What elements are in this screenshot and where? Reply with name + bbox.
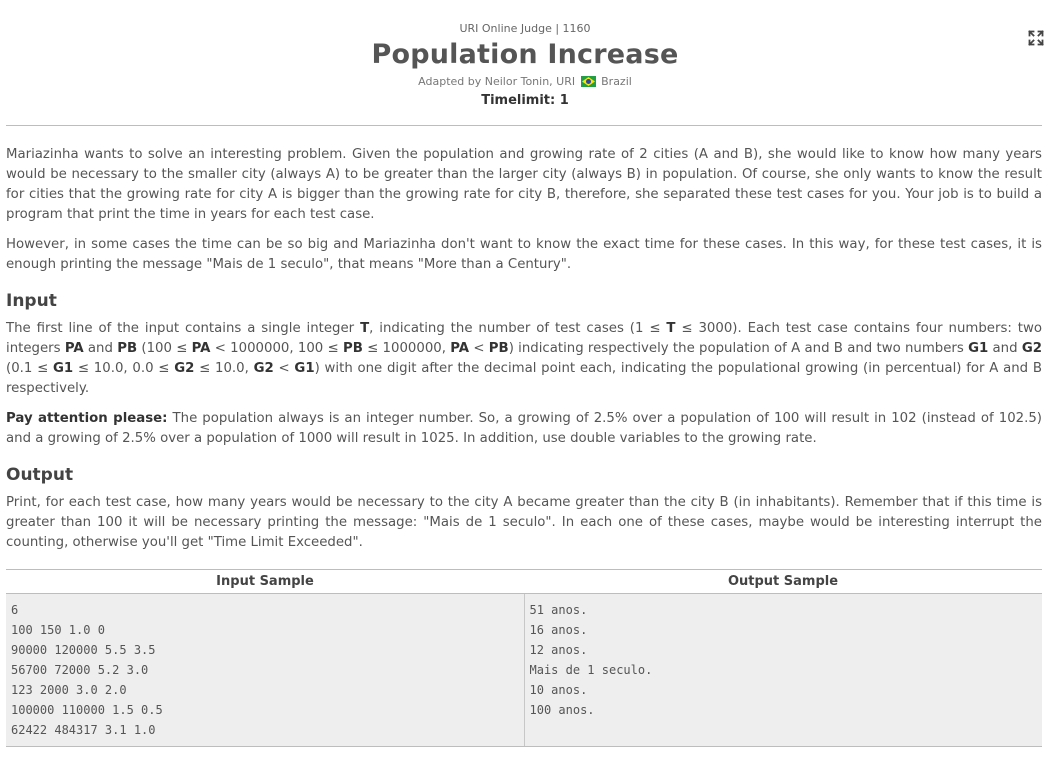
input-sample-line: 123 2000 3.0 2.0 bbox=[11, 683, 127, 697]
input-sample-line: 62422 484317 3.1 1.0 bbox=[11, 723, 156, 737]
description-paragraph-1: Mariazinha wants to solve an interesting… bbox=[6, 147, 1042, 222]
output-sample-line: 16 anos. bbox=[529, 623, 588, 637]
output-sample-line: 10 anos. bbox=[529, 683, 588, 697]
problem-content: Mariazinha wants to solve an interesting… bbox=[0, 145, 1050, 553]
output-sample-header: Output Sample bbox=[524, 569, 1042, 594]
output-heading: Output bbox=[6, 465, 74, 485]
input-sample-line: 56700 72000 5.2 3.0 bbox=[11, 663, 149, 677]
output-sample-line: 12 anos. bbox=[529, 643, 588, 657]
input-sample-header: Input Sample bbox=[6, 569, 524, 594]
fullscreen-expand-icon[interactable] bbox=[1028, 30, 1044, 46]
description-paragraph-2: However, in some cases the time can be s… bbox=[6, 237, 1042, 272]
input-heading: Input bbox=[6, 291, 57, 311]
output-sample-line: 51 anos. bbox=[529, 603, 588, 617]
input-sample-cell: 6 100 150 1.0 0 90000 120000 5.5 3.5 567… bbox=[6, 593, 525, 747]
input-sample-line: 100000 110000 1.5 0.5 bbox=[11, 703, 163, 717]
pay-attention-label: Pay attention please: bbox=[6, 411, 168, 426]
adapted-by-line: Adapted by Neilor Tonin, URI Brazil bbox=[0, 75, 1050, 90]
judge-line: URI Online Judge | 1160 bbox=[459, 22, 591, 35]
output-paragraph-1: Print, for each test case, how many year… bbox=[6, 495, 1042, 550]
timelimit: Timelimit: 1 bbox=[481, 93, 569, 108]
input-sample-line: 6 bbox=[11, 603, 19, 617]
output-sample-cell: 51 anos. 16 anos. 12 anos. Mais de 1 sec… bbox=[524, 593, 1042, 747]
output-sample-line: Mais de 1 seculo. bbox=[529, 663, 653, 677]
problem-header: URI Online Judge | 1160 Population Incre… bbox=[0, 22, 1050, 108]
input-sample-line: 100 150 1.0 0 bbox=[11, 623, 105, 637]
input-paragraph-1: The first line of the input contains a s… bbox=[6, 321, 1042, 396]
input-sample-line: 90000 120000 5.5 3.5 bbox=[11, 643, 156, 657]
brazil-flag-icon bbox=[580, 76, 596, 90]
output-sample-line: 100 anos. bbox=[529, 703, 595, 717]
page-title: Population Increase bbox=[371, 39, 679, 70]
adapted-country: Brazil bbox=[601, 75, 632, 88]
samples-table: Input Sample Output Sample 6 100 150 1.0… bbox=[6, 569, 1042, 747]
adapted-by-text: Adapted by Neilor Tonin, URI bbox=[418, 75, 576, 88]
header-divider bbox=[6, 125, 1042, 126]
input-paragraph-2: Pay attention please: The population alw… bbox=[6, 411, 1042, 446]
